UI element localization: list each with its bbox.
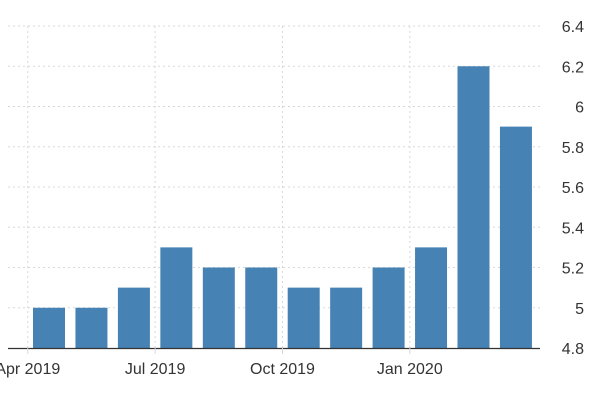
y-tick-label: 5.6 [562, 180, 584, 197]
y-tick-label: 4.8 [562, 341, 584, 358]
bar [415, 247, 448, 348]
bar [245, 267, 278, 348]
y-tick-label: 6.4 [562, 19, 584, 36]
y-tick-label: 6.2 [562, 59, 584, 76]
y-tick-label: 5.8 [562, 140, 584, 157]
bar [372, 267, 405, 348]
axes [8, 347, 540, 354]
bar [499, 126, 532, 348]
bars [33, 66, 532, 348]
y-tick-label: 5 [575, 301, 584, 318]
bar [75, 307, 108, 348]
y-tick-label: 6 [575, 100, 584, 117]
x-tick-label: Jan 2020 [377, 361, 443, 378]
x-tick-label: Jul 2019 [125, 361, 186, 378]
bar [457, 66, 490, 348]
y-tick-label: 5.2 [562, 261, 584, 278]
bar [330, 287, 363, 348]
x-tick-labels: Apr 2019 Jul 2019 Oct 2019 Jan 2020 [0, 361, 443, 378]
bar [160, 247, 193, 348]
y-tick-label: 5.4 [562, 220, 584, 237]
bar [33, 307, 65, 348]
bar [117, 287, 150, 348]
x-tick-label: Apr 2019 [0, 361, 60, 378]
bar [287, 287, 320, 348]
y-tick-labels: 4.8 5 5.2 5.4 5.6 5.8 6 6.2 6.4 [562, 19, 584, 358]
x-tick-label: Oct 2019 [250, 361, 315, 378]
bar [202, 267, 235, 348]
